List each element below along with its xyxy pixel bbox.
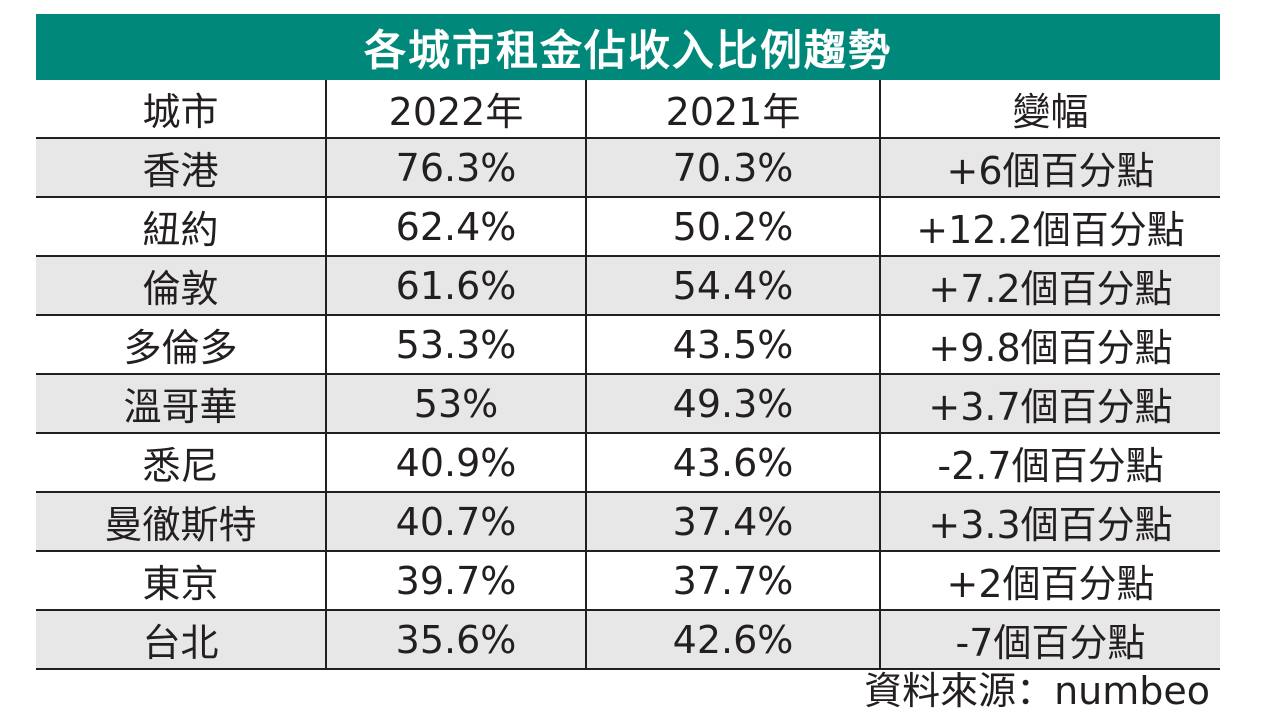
cell-change: +3.3個百分點 xyxy=(879,492,1220,551)
chart-title: 各城市租金佔收入比例趨勢 xyxy=(363,25,892,75)
table-row: 溫哥華 53% 49.3% +3.7個百分點 xyxy=(36,374,1220,433)
cell-2021: 43.6% xyxy=(585,433,880,492)
header-row: 城市 2022年 2021年 變幅 xyxy=(36,80,1220,138)
cell-2022: 61.6% xyxy=(325,256,586,315)
cell-2021: 70.3% xyxy=(585,138,880,197)
cell-change: +9.8個百分點 xyxy=(879,315,1220,374)
cell-2021: 49.3% xyxy=(585,374,880,433)
cell-city: 溫哥華 xyxy=(123,385,238,429)
cell-2022: 76.3% xyxy=(325,138,586,197)
cell-change: +7.2個百分點 xyxy=(879,256,1220,315)
table-row: 曼徹斯特 40.7% 37.4% +3.3個百分點 xyxy=(36,492,1220,551)
cell-2021: 54.4% xyxy=(585,256,880,315)
table-row: 倫敦 61.6% 54.4% +7.2個百分點 xyxy=(36,256,1220,315)
table-row: 台北 35.6% 42.6% -7個百分點 xyxy=(36,610,1220,669)
cell-change: +12.2個百分點 xyxy=(879,197,1220,256)
cell-2022: 35.6% xyxy=(325,610,586,669)
cell-2022: 53% xyxy=(325,374,586,433)
cell-2021: 37.7% xyxy=(585,551,880,610)
column-header-2022: 2022年 xyxy=(325,80,586,138)
cell-city: 多倫多 xyxy=(123,326,238,370)
table-row: 香港 76.3% 70.3% +6個百分點 xyxy=(36,138,1220,197)
cell-2022: 39.7% xyxy=(325,551,586,610)
cell-2021: 37.4% xyxy=(585,492,880,551)
cell-change: +3.7個百分點 xyxy=(879,374,1220,433)
cell-2021: 50.2% xyxy=(585,197,880,256)
cell-change: +2個百分點 xyxy=(879,551,1220,610)
source-note: 資料來源：numbeo xyxy=(864,669,1210,713)
cell-city: 曼徹斯特 xyxy=(104,503,257,547)
cell-city: 台北 xyxy=(142,621,219,665)
cell-2022: 53.3% xyxy=(325,315,586,374)
column-header-city: 城市 xyxy=(142,90,219,134)
cell-city: 悉尼 xyxy=(142,444,219,488)
cell-2022: 62.4% xyxy=(325,197,586,256)
cell-city: 紐約 xyxy=(142,208,219,252)
cell-city: 倫敦 xyxy=(142,267,219,311)
data-table: 城市 2022年 2021年 變幅 香港 76.3% 70.3% +6個百分點紐約 62… xyxy=(36,80,1220,670)
table-row: 紐約 62.4% 50.2% +12.2個百分點 xyxy=(36,197,1220,256)
cell-change: -7個百分點 xyxy=(879,610,1220,669)
table-body: 香港 76.3% 70.3% +6個百分點 紐約 62.4% 50.2% +12.2個百分點倫… xyxy=(36,138,1220,669)
cell-city: 東京 xyxy=(142,562,219,606)
table-row: 悉尼 40.9% 43.6% -2.7個百分點 xyxy=(36,433,1220,492)
cell-2021: 42.6% xyxy=(585,610,880,669)
table-row: 多倫多 53.3% 43.5% +9.8個百分點 xyxy=(36,315,1220,374)
table-row: 東京 39.7% 37.7% +2個百分點 xyxy=(36,551,1220,610)
column-header-2021: 2021年 xyxy=(585,80,880,138)
cell-change: -2.7個百分點 xyxy=(879,433,1220,492)
cell-change: +6個百分點 xyxy=(879,138,1220,197)
cell-2022: 40.7% xyxy=(325,492,586,551)
title-bar: 各城市租金佔收入比例趨勢 xyxy=(36,14,1220,80)
column-header-change: 變幅 xyxy=(879,80,1220,138)
cell-city: 香港 xyxy=(142,149,219,193)
cell-2021: 43.5% xyxy=(585,315,880,374)
cell-2022: 40.9% xyxy=(325,433,586,492)
